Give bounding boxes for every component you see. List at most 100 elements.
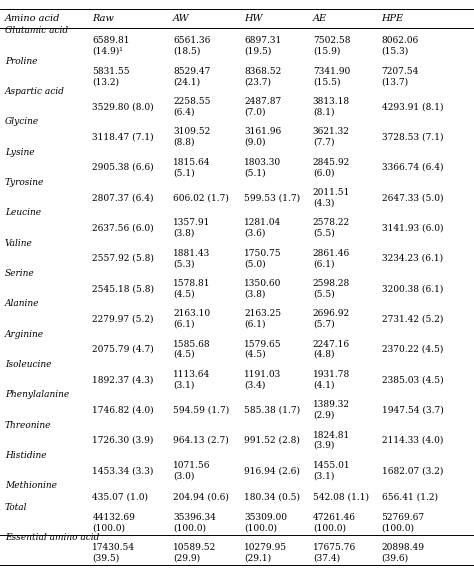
Text: 7207.54
(13.7): 7207.54 (13.7) <box>382 66 419 86</box>
Text: 6897.31
(19.5): 6897.31 (19.5) <box>244 36 282 56</box>
Text: 10589.52
(29.9): 10589.52 (29.9) <box>173 544 216 563</box>
Text: 2845.92
(6.0): 2845.92 (6.0) <box>313 158 350 177</box>
Text: 1455.01
(3.1): 1455.01 (3.1) <box>313 461 350 481</box>
Text: Aspartic acid: Aspartic acid <box>5 87 64 96</box>
Text: Glutamic acid: Glutamic acid <box>5 27 68 35</box>
Text: 594.59 (1.7): 594.59 (1.7) <box>173 406 229 415</box>
Text: AE: AE <box>313 14 327 23</box>
Text: 3141.93 (6.0): 3141.93 (6.0) <box>382 224 443 232</box>
Text: 180.34 (0.5): 180.34 (0.5) <box>244 492 300 501</box>
Text: 2163.10
(6.1): 2163.10 (6.1) <box>173 310 210 329</box>
Text: 10279.95
(29.1): 10279.95 (29.1) <box>244 544 287 563</box>
Text: 2647.33 (5.0): 2647.33 (5.0) <box>382 193 443 202</box>
Text: Amino acid: Amino acid <box>5 14 60 23</box>
Text: 3200.38 (6.1): 3200.38 (6.1) <box>382 284 443 293</box>
Text: 52769.67
(100.0): 52769.67 (100.0) <box>382 513 425 532</box>
Text: 6561.36
(18.5): 6561.36 (18.5) <box>173 36 210 56</box>
Text: Proline: Proline <box>5 57 37 66</box>
Text: 2557.92 (5.8): 2557.92 (5.8) <box>92 254 155 263</box>
Text: 2861.46
(6.1): 2861.46 (6.1) <box>313 249 350 268</box>
Text: 1746.82 (4.0): 1746.82 (4.0) <box>92 406 154 415</box>
Text: 991.52 (2.8): 991.52 (2.8) <box>244 436 300 445</box>
Text: 1585.68
(4.5): 1585.68 (4.5) <box>173 340 210 359</box>
Text: 435.07 (1.0): 435.07 (1.0) <box>92 492 148 501</box>
Text: 4293.91 (8.1): 4293.91 (8.1) <box>382 102 443 111</box>
Text: 2011.51
(4.3): 2011.51 (4.3) <box>313 188 350 207</box>
Text: 7502.58
(15.9): 7502.58 (15.9) <box>313 36 350 56</box>
Text: 1350.60
(3.8): 1350.60 (3.8) <box>244 279 282 298</box>
Text: Valine: Valine <box>5 239 33 248</box>
Text: 8529.47
(24.1): 8529.47 (24.1) <box>173 66 210 86</box>
Text: Total: Total <box>5 503 27 512</box>
Text: HPE: HPE <box>382 14 404 23</box>
Text: 542.08 (1.1): 542.08 (1.1) <box>313 492 369 501</box>
Text: 20898.49
(39.6): 20898.49 (39.6) <box>382 544 425 563</box>
Text: 1815.64
(5.1): 1815.64 (5.1) <box>173 158 210 177</box>
Text: 35309.00
(100.0): 35309.00 (100.0) <box>244 513 287 532</box>
Text: 1726.30 (3.9): 1726.30 (3.9) <box>92 436 154 445</box>
Text: Lysine: Lysine <box>5 148 34 157</box>
Text: 2163.25
(6.1): 2163.25 (6.1) <box>244 310 281 329</box>
Text: 1750.75
(5.0): 1750.75 (5.0) <box>244 249 282 268</box>
Text: Leucine: Leucine <box>5 208 41 218</box>
Text: 44132.69
(100.0): 44132.69 (100.0) <box>92 513 135 532</box>
Text: 6589.81
(14.9)¹: 6589.81 (14.9)¹ <box>92 36 130 56</box>
Text: 2075.79 (4.7): 2075.79 (4.7) <box>92 345 154 354</box>
Text: 204.94 (0.6): 204.94 (0.6) <box>173 492 229 501</box>
Text: 35396.34
(100.0): 35396.34 (100.0) <box>173 513 216 532</box>
Text: 2905.38 (6.6): 2905.38 (6.6) <box>92 163 154 172</box>
Text: 47261.46
(100.0): 47261.46 (100.0) <box>313 513 356 532</box>
Text: 1281.04
(3.6): 1281.04 (3.6) <box>244 218 282 238</box>
Text: Serine: Serine <box>5 269 35 278</box>
Text: Glycine: Glycine <box>5 118 39 127</box>
Text: 5831.55
(13.2): 5831.55 (13.2) <box>92 66 130 86</box>
Text: 2731.42 (5.2): 2731.42 (5.2) <box>382 315 443 324</box>
Text: 1881.43
(5.3): 1881.43 (5.3) <box>173 249 210 268</box>
Text: Alanine: Alanine <box>5 299 39 308</box>
Text: 17675.76
(37.4): 17675.76 (37.4) <box>313 544 356 563</box>
Text: Methionine: Methionine <box>5 481 57 490</box>
Text: 3109.52
(8.8): 3109.52 (8.8) <box>173 127 210 147</box>
Text: 1682.07 (3.2): 1682.07 (3.2) <box>382 466 443 475</box>
Text: 2696.92
(5.7): 2696.92 (5.7) <box>313 310 350 329</box>
Text: 2258.55
(6.4): 2258.55 (6.4) <box>173 97 210 116</box>
Text: 656.41 (1.2): 656.41 (1.2) <box>382 492 438 501</box>
Text: 1191.03
(3.4): 1191.03 (3.4) <box>244 370 282 389</box>
Text: Arginine: Arginine <box>5 329 44 339</box>
Text: 1071.56
(3.0): 1071.56 (3.0) <box>173 461 210 481</box>
Text: Essential amino acid: Essential amino acid <box>5 533 99 542</box>
Text: 1947.54 (3.7): 1947.54 (3.7) <box>382 406 443 415</box>
Text: 599.53 (1.7): 599.53 (1.7) <box>244 193 300 202</box>
Text: Tyrosine: Tyrosine <box>5 178 44 187</box>
Text: Threonine: Threonine <box>5 420 51 429</box>
Text: 3529.80 (8.0): 3529.80 (8.0) <box>92 102 154 111</box>
Text: 1578.81
(4.5): 1578.81 (4.5) <box>173 279 210 298</box>
Text: 3813.18
(8.1): 3813.18 (8.1) <box>313 97 350 116</box>
Text: 2578.22
(5.5): 2578.22 (5.5) <box>313 218 350 238</box>
Text: 2370.22 (4.5): 2370.22 (4.5) <box>382 345 443 354</box>
Text: 1931.78
(4.1): 1931.78 (4.1) <box>313 370 350 389</box>
Text: 2279.97 (5.2): 2279.97 (5.2) <box>92 315 154 324</box>
Text: Phenylalanine: Phenylalanine <box>5 390 69 399</box>
Text: 606.02 (1.7): 606.02 (1.7) <box>173 193 229 202</box>
Text: 1113.64
(3.1): 1113.64 (3.1) <box>173 370 210 389</box>
Text: Raw: Raw <box>92 14 114 23</box>
Text: 17430.54
(39.5): 17430.54 (39.5) <box>92 544 136 563</box>
Text: 964.13 (2.7): 964.13 (2.7) <box>173 436 229 445</box>
Text: 2247.16
(4.8): 2247.16 (4.8) <box>313 340 350 359</box>
Text: Histidine: Histidine <box>5 451 46 460</box>
Text: 2807.37 (6.4): 2807.37 (6.4) <box>92 193 154 202</box>
Text: 2598.28
(5.5): 2598.28 (5.5) <box>313 279 350 298</box>
Text: 8062.06
(15.3): 8062.06 (15.3) <box>382 36 419 56</box>
Text: AW: AW <box>173 14 190 23</box>
Text: 916.94 (2.6): 916.94 (2.6) <box>244 466 300 475</box>
Text: 1824.81
(3.9): 1824.81 (3.9) <box>313 431 350 450</box>
Text: 2487.87
(7.0): 2487.87 (7.0) <box>244 97 282 116</box>
Text: 2545.18 (5.8): 2545.18 (5.8) <box>92 284 155 293</box>
Text: Isoleucine: Isoleucine <box>5 360 51 369</box>
Text: 1803.30
(5.1): 1803.30 (5.1) <box>244 158 281 177</box>
Text: 3728.53 (7.1): 3728.53 (7.1) <box>382 132 443 141</box>
Text: 1357.91
(3.8): 1357.91 (3.8) <box>173 218 210 238</box>
Text: 1892.37 (4.3): 1892.37 (4.3) <box>92 375 154 384</box>
Text: 7341.90
(15.5): 7341.90 (15.5) <box>313 66 350 86</box>
